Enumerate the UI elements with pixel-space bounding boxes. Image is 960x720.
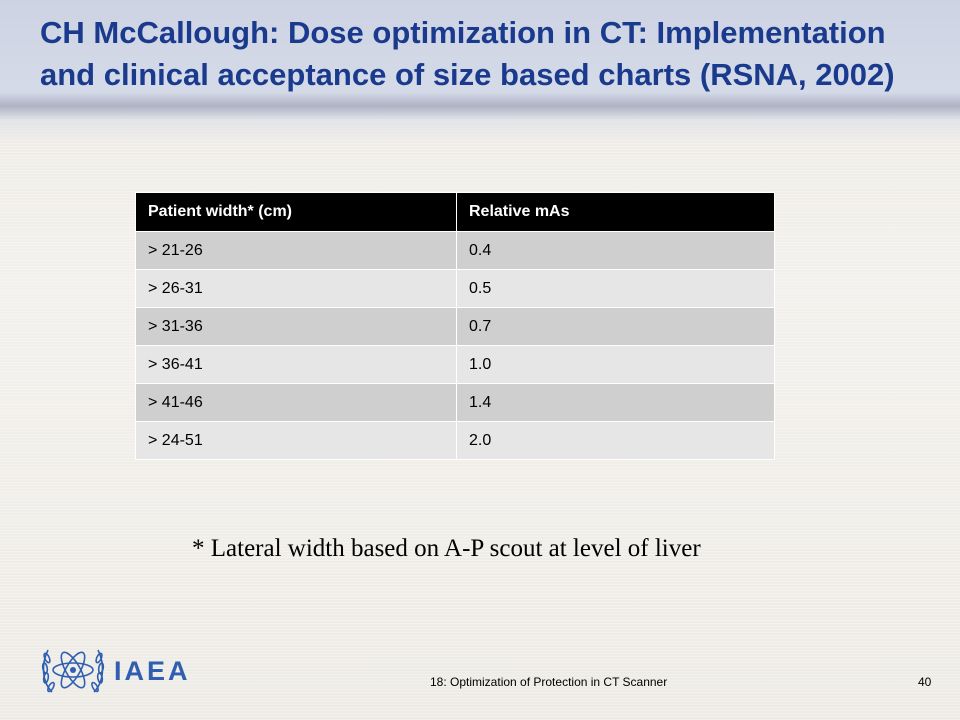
table-header-row: Patient width* (cm) Relative mAs [135,192,775,232]
table-row: > 41-46 1.4 [135,383,775,422]
patient-width-cell: > 24-51 [135,421,457,460]
relative-mas-cell: 0.5 [456,269,775,308]
title-band [0,0,960,142]
table-row: > 21-26 0.4 [135,231,775,270]
table-row: > 24-51 2.0 [135,421,775,460]
patient-width-cell: > 26-31 [135,269,457,308]
un-emblem-icon [41,649,105,693]
title-shadow [0,92,960,120]
iaea-logo-text: IAEA [114,656,191,686]
table-row: > 36-41 1.0 [135,345,775,384]
slide-title: CH McCallough: Dose optimization in CT: … [40,15,895,92]
table-row: > 31-36 0.7 [135,307,775,346]
relative-mas-cell: 1.4 [456,383,775,422]
dose-table: Patient width* (cm) Relative mAs > 21-26… [135,192,775,460]
table-row: > 26-31 0.5 [135,269,775,308]
patient-width-cell: > 36-41 [135,345,457,384]
footnote: * Lateral width based on A-P scout at le… [192,535,701,562]
relative-mas-cell: 0.7 [456,307,775,346]
course-title: 18: Optimization of Protection in CT Sca… [430,675,668,689]
page-number: 40 [918,675,932,689]
patient-width-cell: > 21-26 [135,231,457,270]
patient-width-cell: > 41-46 [135,383,457,422]
relative-mas-cell: 2.0 [456,421,775,460]
patient-width-cell: > 31-36 [135,307,457,346]
column-header-patient-width: Patient width* (cm) [135,192,457,232]
relative-mas-cell: 1.0 [456,345,775,384]
column-header-relative-mas: Relative mAs [456,192,775,232]
relative-mas-cell: 0.4 [456,231,775,270]
